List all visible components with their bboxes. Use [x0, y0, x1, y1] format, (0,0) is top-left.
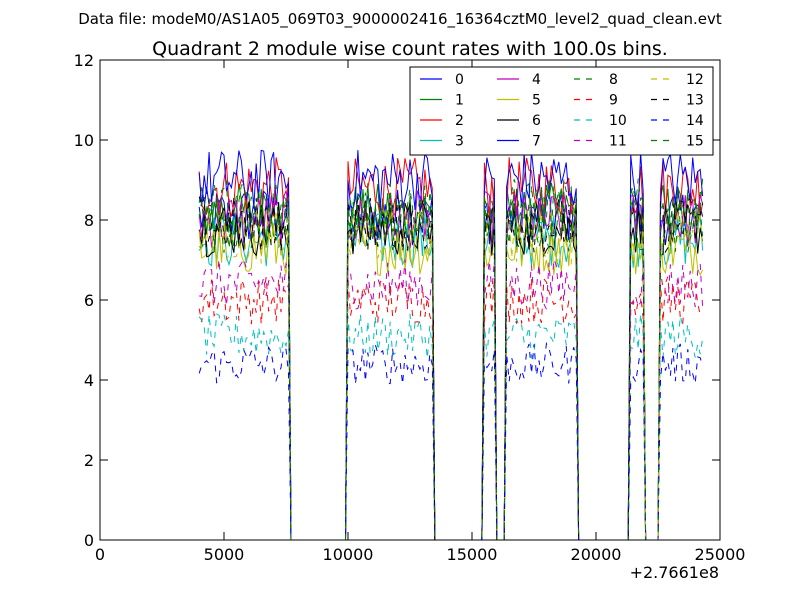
chart-suptitle: Data file: modeM0/AS1A05_069T03_90000024… — [78, 10, 722, 29]
legend-label-0: 0 — [455, 72, 464, 88]
legend-label-13: 13 — [686, 93, 704, 109]
x-tick-label: 15000 — [447, 545, 498, 564]
x-tick-label: 25000 — [695, 545, 746, 564]
chart-title: Quadrant 2 module wise count rates with … — [152, 38, 668, 60]
legend-box — [409, 66, 714, 156]
y-tick-label: 0 — [84, 531, 94, 550]
x-tick-label: 0 — [95, 545, 105, 564]
legend-label-6: 6 — [532, 113, 541, 129]
legend-label-8: 8 — [609, 72, 618, 88]
legend-label-9: 9 — [609, 93, 618, 109]
x-tick-label: 5000 — [204, 545, 245, 564]
legend-label-14: 14 — [686, 113, 704, 129]
legend-label-5: 5 — [532, 93, 541, 109]
y-tick-label: 12 — [74, 51, 94, 70]
y-tick-label: 2 — [84, 451, 94, 470]
x-tick-label: 10000 — [323, 545, 374, 564]
y-tick-label: 10 — [74, 131, 94, 150]
y-tick-label: 8 — [84, 211, 94, 230]
legend-label-12: 12 — [686, 72, 704, 88]
legend-label-10: 10 — [609, 113, 627, 129]
legend-label-4: 4 — [532, 72, 541, 88]
legend-label-3: 3 — [455, 134, 464, 150]
y-tick-label: 6 — [84, 291, 94, 310]
x-offset-label: +2.7661e8 — [630, 563, 719, 582]
legend-label-1: 1 — [455, 93, 464, 109]
y-tick-label: 4 — [84, 371, 94, 390]
legend-label-15: 15 — [686, 134, 704, 150]
legend-label-2: 2 — [455, 113, 464, 129]
x-tick-label: 20000 — [571, 545, 622, 564]
legend-label-11: 11 — [609, 134, 627, 150]
legend-label-7: 7 — [532, 134, 541, 150]
